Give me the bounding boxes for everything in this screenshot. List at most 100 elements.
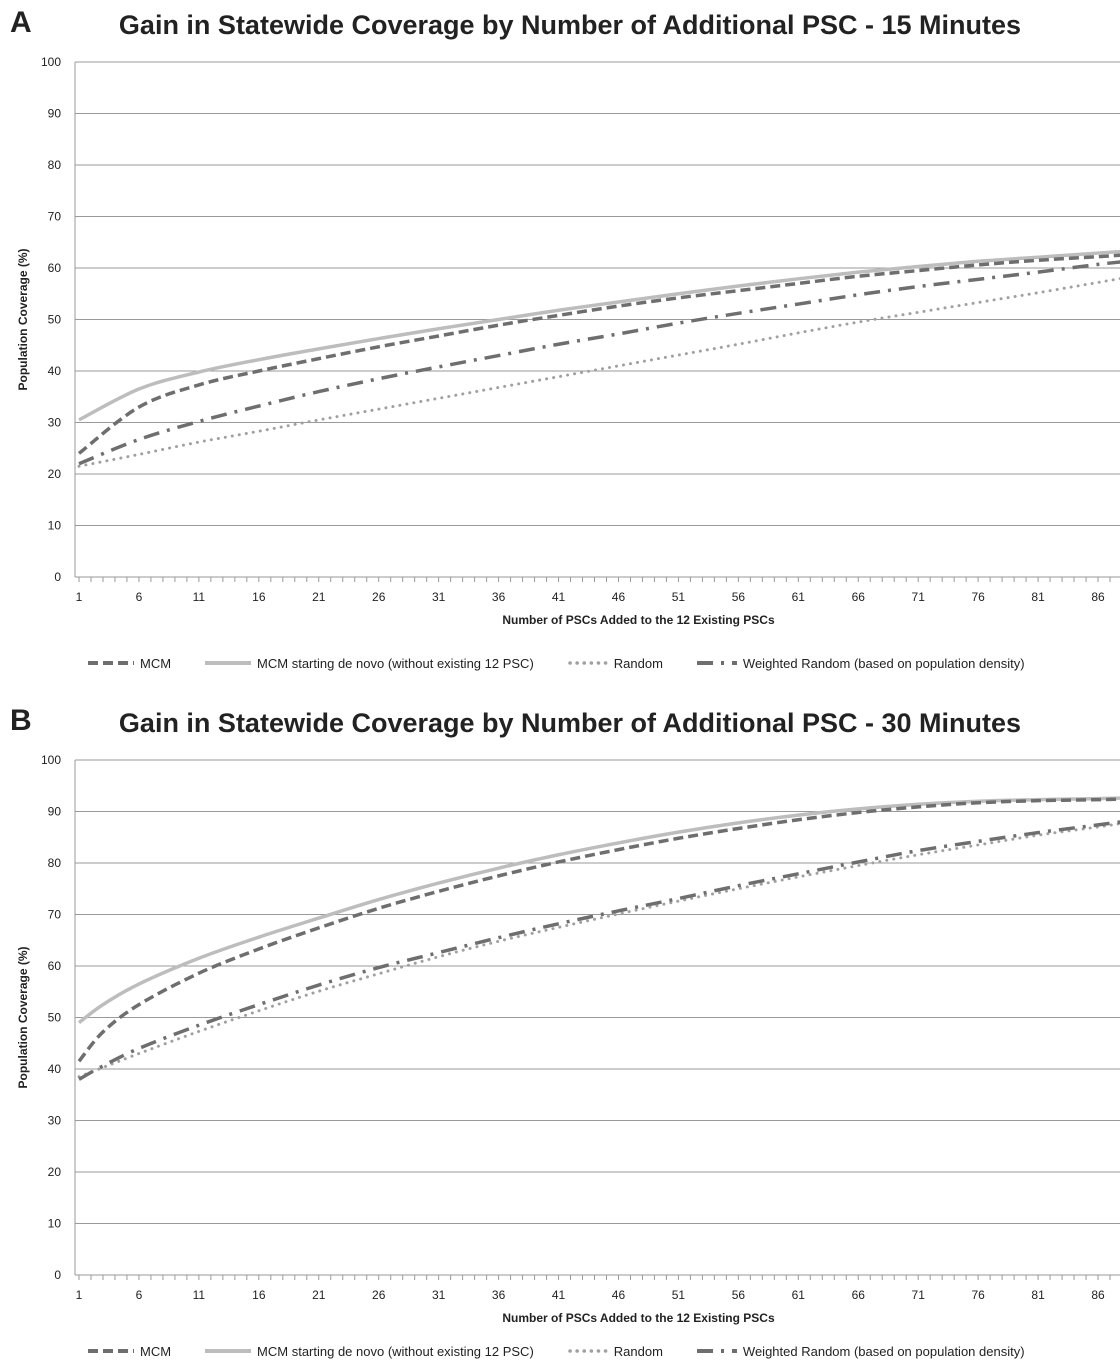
legend-swatch-solid bbox=[205, 1349, 252, 1353]
legend-label: Weighted Random (based on population den… bbox=[742, 655, 1025, 671]
y-tick-label: 80 bbox=[48, 158, 62, 172]
y-tick-label: 30 bbox=[48, 416, 62, 430]
series-line-solid bbox=[78, 249, 1120, 422]
x-tick-label: 86 bbox=[1091, 1288, 1105, 1302]
y-tick-label: 70 bbox=[48, 908, 62, 922]
panel-label: B bbox=[10, 704, 32, 737]
x-tick-label: 36 bbox=[492, 590, 506, 604]
legend-label: Weighted Random (based on population den… bbox=[742, 1343, 1025, 1359]
legend-swatch-dash bbox=[88, 661, 134, 665]
y-tick-label: 50 bbox=[48, 1011, 62, 1025]
legend-item-mcm: MCM bbox=[88, 656, 171, 671]
legend-item-mcm-de-novo: MCM starting de novo (without existing 1… bbox=[205, 656, 534, 671]
y-tick-label: 30 bbox=[48, 1114, 62, 1128]
x-tick-label: 61 bbox=[792, 590, 806, 604]
y-tick-label: 70 bbox=[48, 210, 62, 224]
x-tick-label: 1 bbox=[76, 590, 83, 604]
series-line-solid bbox=[77, 796, 1120, 1025]
x-tick-label: 36 bbox=[492, 1288, 506, 1302]
x-tick-label: 51 bbox=[672, 1288, 686, 1302]
x-tick-label: 61 bbox=[792, 1288, 806, 1302]
x-tick-label: 46 bbox=[612, 590, 626, 604]
x-axis-title: Number of PSCs Added to the 12 Existing … bbox=[502, 1311, 775, 1325]
x-tick-label: 31 bbox=[432, 590, 446, 604]
x-tick-label: 11 bbox=[193, 1288, 206, 1302]
x-tick-label: 6 bbox=[136, 590, 143, 604]
x-tick-label: 16 bbox=[252, 1288, 266, 1302]
legend-label: MCM bbox=[140, 655, 172, 671]
x-tick-label: 66 bbox=[852, 590, 866, 604]
legend-label: MCM starting de novo (without existing 1… bbox=[257, 1343, 534, 1359]
legend-swatch-dot bbox=[568, 1349, 608, 1353]
x-tick-label: 71 bbox=[912, 590, 926, 604]
y-tick-label: 20 bbox=[48, 1165, 62, 1179]
y-tick-label: 0 bbox=[54, 1268, 61, 1282]
x-tick-label: 41 bbox=[552, 1288, 566, 1302]
legend-swatch-dot bbox=[568, 661, 608, 665]
x-tick-label: 16 bbox=[252, 590, 266, 604]
legend-label: Random bbox=[613, 1343, 663, 1359]
y-axis-title: Population Coverage (%) bbox=[16, 248, 30, 390]
x-tick-label: 26 bbox=[372, 590, 386, 604]
panel-label: A bbox=[10, 6, 32, 39]
y-tick-label: 60 bbox=[48, 261, 62, 275]
x-tick-label: 21 bbox=[312, 590, 326, 604]
chart-panel-a: A Gain in Statewide Coverage by Number o… bbox=[10, 6, 1120, 672]
y-axis-title: Population Coverage (%) bbox=[16, 946, 30, 1088]
y-tick-label: 60 bbox=[48, 959, 62, 973]
x-tick-label: 6 bbox=[136, 1288, 143, 1302]
legend-item-mcm-de-novo: MCM starting de novo (without existing 1… bbox=[205, 1344, 534, 1359]
chart-title: Gain in Statewide Coverage by Number of … bbox=[118, 10, 1022, 40]
x-tick-label: 46 bbox=[612, 1288, 626, 1302]
x-tick-label: 76 bbox=[971, 1288, 985, 1302]
legend-item-weighted-random: Weighted Random (based on population den… bbox=[696, 655, 1025, 671]
y-tick-label: 100 bbox=[41, 753, 61, 767]
legend-label: MCM bbox=[140, 1343, 172, 1359]
y-tick-label: 20 bbox=[48, 467, 62, 481]
x-tick-label: 11 bbox=[193, 590, 206, 604]
legend-swatch-dashdot bbox=[696, 1349, 737, 1353]
x-tick-label: 1 bbox=[76, 1288, 83, 1302]
y-tick-label: 90 bbox=[48, 805, 62, 819]
chart-legend: MCM MCM starting de novo (without existi… bbox=[88, 1342, 1059, 1360]
y-tick-label: 10 bbox=[48, 1217, 62, 1231]
y-tick-label: 40 bbox=[48, 364, 62, 378]
chart-legend: MCM MCM starting de novo (without existi… bbox=[88, 654, 1059, 672]
y-tick-label: 100 bbox=[41, 55, 61, 69]
legend-label: MCM starting de novo (without existing 1… bbox=[257, 655, 534, 671]
legend-label: Random bbox=[613, 655, 663, 671]
x-tick-label: 41 bbox=[552, 590, 566, 604]
y-tick-label: 10 bbox=[48, 519, 62, 533]
x-tick-label: 31 bbox=[432, 1288, 446, 1302]
x-tick-label: 26 bbox=[372, 1288, 386, 1302]
series-line-dash bbox=[77, 253, 1120, 455]
series-line-dashdot bbox=[78, 260, 1120, 466]
x-tick-label: 21 bbox=[312, 1288, 326, 1302]
x-tick-label: 56 bbox=[732, 1288, 746, 1302]
x-tick-label: 71 bbox=[912, 1288, 926, 1302]
x-tick-label: 51 bbox=[672, 590, 686, 604]
y-tick-label: 80 bbox=[48, 856, 62, 870]
y-tick-label: 0 bbox=[54, 570, 61, 584]
chart-panel-b: B Gain in Statewide Coverage by Number o… bbox=[0, 698, 1120, 1368]
series-line-dot bbox=[77, 277, 1120, 468]
x-tick-label: 56 bbox=[732, 590, 746, 604]
y-tick-label: 50 bbox=[48, 313, 62, 327]
legend-swatch-dashdot bbox=[696, 661, 737, 665]
series-line-dot bbox=[77, 822, 1120, 1079]
chart-title: Gain in Statewide Coverage by Number of … bbox=[118, 708, 1022, 738]
legend-swatch-dash bbox=[88, 1349, 134, 1353]
series-line-dashdot bbox=[78, 820, 1120, 1081]
legend-item-weighted-random: Weighted Random (based on population den… bbox=[696, 1343, 1025, 1359]
x-tick-label: 86 bbox=[1091, 590, 1105, 604]
legend-item-random: Random bbox=[568, 1344, 663, 1359]
legend-item-random: Random bbox=[568, 656, 663, 671]
series-line-dash bbox=[77, 797, 1120, 1063]
legend-swatch-solid bbox=[205, 661, 252, 665]
x-axis-title: Number of PSCs Added to the 12 Existing … bbox=[502, 613, 775, 627]
x-tick-label: 81 bbox=[1031, 590, 1045, 604]
legend-item-mcm: MCM bbox=[88, 1344, 171, 1359]
x-tick-label: 66 bbox=[852, 1288, 866, 1302]
